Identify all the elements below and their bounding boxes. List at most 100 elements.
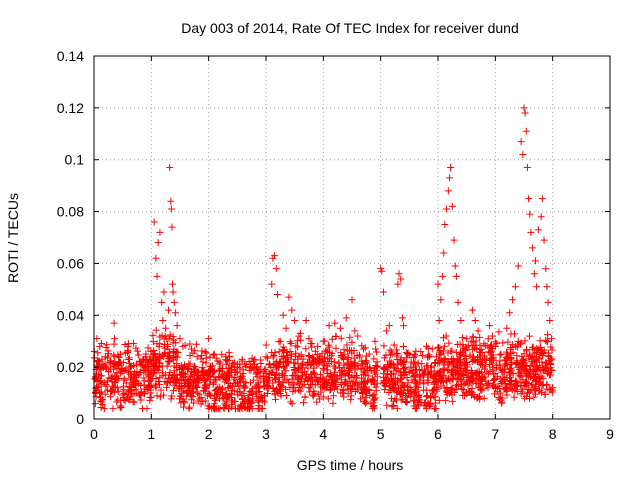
noise-point: [328, 335, 336, 343]
noise-point: [495, 328, 503, 336]
noise-point: [541, 363, 549, 371]
noise-point: [118, 367, 126, 375]
noise-point: [529, 343, 537, 351]
noise-point: [436, 344, 444, 352]
noise-point: [445, 339, 453, 347]
noise-point: [424, 373, 432, 381]
noise-point: [526, 332, 534, 340]
data-point: [176, 335, 184, 343]
noise-point: [380, 342, 388, 350]
noise-point: [206, 390, 214, 398]
noise-point: [507, 330, 515, 338]
noise-point: [136, 392, 144, 400]
noise-point: [387, 371, 395, 379]
noise-point: [134, 351, 142, 359]
noise-point: [366, 391, 374, 399]
noise-point: [492, 364, 500, 372]
noise-point: [544, 337, 552, 345]
noise-point: [231, 405, 239, 413]
noise-point: [350, 354, 358, 362]
data-point: [359, 345, 367, 353]
noise-point: [242, 363, 250, 371]
noise-point: [469, 390, 477, 398]
data-point: [314, 342, 322, 350]
noise-point: [240, 382, 248, 390]
data-point: [199, 358, 207, 366]
noise-point: [173, 377, 181, 385]
noise-point: [452, 374, 460, 382]
noise-point: [373, 373, 381, 381]
noise-point: [493, 339, 501, 347]
data-point: [150, 218, 158, 226]
noise-point: [468, 384, 476, 392]
noise-point: [180, 403, 188, 411]
noise-point: [219, 364, 227, 372]
noise-point: [279, 352, 287, 360]
data-point: [285, 293, 293, 301]
noise-point: [329, 392, 337, 400]
data-point: [548, 335, 556, 343]
noise-point: [245, 357, 253, 365]
data-point: [454, 298, 462, 306]
data-point: [288, 306, 296, 314]
noise-point: [530, 386, 538, 394]
noise-point: [532, 390, 539, 398]
noise-point: [252, 370, 260, 378]
noise-point: [345, 369, 353, 377]
noise-point: [152, 355, 160, 363]
noise-point: [248, 395, 256, 403]
data-point: [166, 163, 174, 171]
y-tick-labels: 0 0.02 0.04 0.06 0.08 0.1 0.12 0.14: [57, 48, 84, 427]
noise-point: [165, 358, 173, 366]
noise-point: [123, 349, 131, 357]
noise-point: [190, 379, 198, 387]
noise-point: [155, 363, 163, 371]
data-point: [93, 335, 101, 343]
noise-point: [430, 386, 438, 394]
noise-point: [169, 387, 177, 395]
data-point: [451, 262, 459, 270]
noise-point: [201, 375, 209, 383]
noise-point: [106, 358, 114, 366]
noise-point: [278, 382, 286, 390]
noise-point: [115, 365, 123, 373]
noise-point: [306, 388, 314, 396]
noise-point: [153, 340, 161, 348]
noise-point: [399, 343, 407, 351]
noise-point: [298, 382, 306, 390]
noise-point: [187, 372, 195, 380]
noise-point: [307, 340, 315, 348]
noise-point: [535, 387, 543, 395]
data-point: [447, 163, 455, 171]
data-point: [385, 322, 393, 330]
noise-point: [491, 376, 499, 384]
noise-point: [124, 347, 132, 355]
noise-point: [418, 360, 426, 368]
noise-point: [168, 392, 176, 400]
noise-point: [202, 385, 210, 393]
noise-point: [419, 352, 427, 360]
noise-point: [476, 348, 484, 356]
noise-point: [295, 352, 303, 360]
noise-point: [525, 388, 533, 396]
noise-point: [526, 351, 534, 359]
data-point: [152, 254, 160, 262]
noise-point: [174, 349, 182, 357]
noise-point: [212, 354, 220, 362]
noise-point: [296, 387, 304, 395]
y-tick-label: 0.04: [57, 307, 84, 323]
noise-point: [477, 368, 485, 376]
noise-point: [432, 405, 440, 413]
noise-point: [507, 344, 515, 352]
noise-point: [192, 340, 200, 348]
noise-point: [305, 384, 313, 392]
noise-point: [178, 389, 186, 397]
data-point: [486, 322, 494, 330]
noise-point: [412, 404, 420, 412]
noise-point: [189, 393, 197, 401]
noise-point: [103, 341, 111, 349]
data-point: [110, 319, 118, 327]
noise-point: [471, 341, 479, 349]
y-axis-label: ROTI / TECUs: [5, 193, 21, 283]
x-tick-label: 6: [434, 426, 442, 442]
